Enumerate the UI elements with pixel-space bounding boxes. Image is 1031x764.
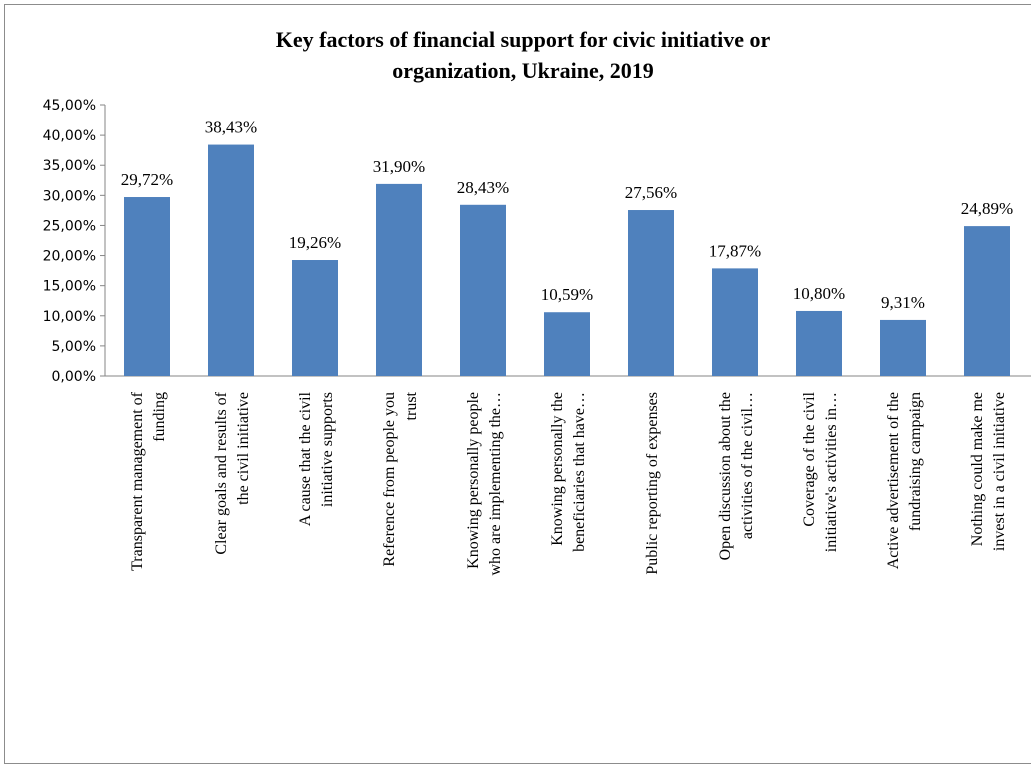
data-label: 27,56%	[625, 183, 677, 202]
data-label: 10,59%	[541, 285, 593, 304]
x-category-label: A cause that the civil	[297, 391, 314, 526]
chart-frame	[4, 4, 1031, 764]
data-label: 28,43%	[457, 178, 509, 197]
bar	[796, 310, 842, 376]
bar	[628, 210, 674, 376]
bar	[544, 312, 590, 376]
x-category-label: Nothing could make me	[969, 392, 986, 546]
bar	[292, 260, 338, 376]
y-tick-label: 10,00%	[43, 309, 96, 325]
x-category-label: who are implementing the…	[487, 392, 504, 576]
bar	[460, 204, 506, 376]
y-tick-label: 25,00%	[43, 218, 96, 234]
x-category-label: Reference from people you	[381, 392, 398, 567]
y-tick-label: 5,00%	[52, 339, 96, 355]
data-label: 19,26%	[289, 233, 341, 252]
x-category-label: trust	[403, 391, 420, 420]
y-tick-label: 0,00%	[52, 369, 96, 385]
y-tick-label: 40,00%	[43, 128, 96, 144]
bar	[208, 144, 254, 376]
x-category-label: fundraising campaign	[907, 392, 924, 531]
x-category-label: Knowing personally people	[465, 392, 482, 569]
bar	[712, 268, 758, 376]
y-tick-label: 30,00%	[43, 188, 96, 204]
data-label: 24,89%	[961, 199, 1013, 218]
data-label: 9,31%	[881, 293, 925, 312]
y-tick-label: 15,00%	[43, 279, 96, 295]
data-label: 29,72%	[121, 170, 173, 189]
data-label: 10,80%	[793, 284, 845, 303]
y-tick-label: 35,00%	[43, 158, 96, 174]
y-tick-label: 45,00%	[43, 98, 96, 114]
x-category-label: Transparent management of	[129, 391, 146, 571]
chart-title-line: Key factors of financial support for civ…	[276, 27, 771, 52]
bar	[124, 197, 170, 376]
bar	[964, 226, 1010, 376]
x-category-label: Active advertisement of the	[885, 392, 902, 569]
bar	[376, 183, 422, 376]
x-category-label: beneficiaries that have…	[571, 392, 588, 552]
x-category-label: Public reporting of expenses	[644, 392, 661, 575]
data-label: 17,87%	[709, 241, 761, 260]
data-label: 38,43%	[205, 118, 257, 137]
x-category-label: funding	[151, 392, 168, 442]
x-category-label: invest in a civil initiative	[991, 392, 1008, 551]
x-category-label: activities of the civil…	[739, 392, 756, 539]
x-category-label: the civil initiative	[235, 392, 252, 505]
x-category-label: initiative's activities in…	[823, 392, 840, 552]
chart-title-line: organization, Ukraine, 2019	[392, 58, 654, 83]
x-category-label: Open discussion about the	[717, 392, 734, 560]
x-category-label: initiative supports	[319, 392, 336, 507]
data-label: 31,90%	[373, 157, 425, 176]
x-category-label: Coverage of the civil	[801, 391, 818, 526]
x-category-label: Knowing personally the	[549, 392, 566, 546]
bar	[880, 319, 926, 376]
y-tick-label: 20,00%	[43, 249, 96, 265]
x-category-label: Clear goals and results of	[213, 391, 230, 554]
